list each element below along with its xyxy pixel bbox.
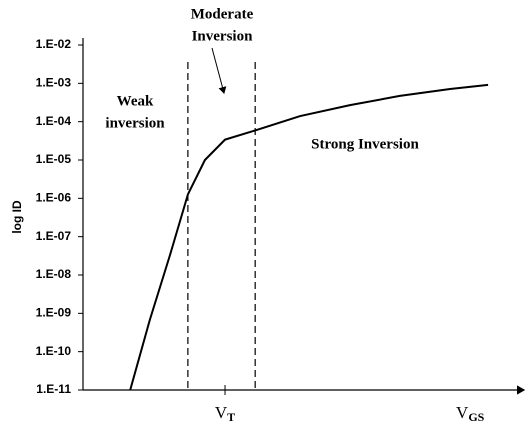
y-tick-label: 1.E-03 xyxy=(36,76,72,90)
annotation: Weak xyxy=(117,93,154,109)
x-axis-label-sub: GS xyxy=(468,410,484,424)
y-tick-label: 1.E-02 xyxy=(36,37,72,51)
annotation: Moderate xyxy=(191,6,254,22)
y-tick-label: 1.E-09 xyxy=(36,306,72,320)
x-tick-label: VT xyxy=(215,403,235,424)
y-tick-label: 1.E-05 xyxy=(36,152,72,166)
curve xyxy=(129,83,489,391)
y-tick-label: 1.E-08 xyxy=(36,267,72,281)
y-tick-label: 1.E-11 xyxy=(36,382,71,396)
y-tick-label: 1.E-10 xyxy=(36,344,72,358)
y-tick-label: 1.E-04 xyxy=(36,114,72,128)
annotation: inversion xyxy=(105,115,165,131)
y-tick-label: 1.E-07 xyxy=(36,229,72,243)
arrow xyxy=(211,47,227,94)
x-tick-label-sub: T xyxy=(227,410,235,424)
annotation: Inversion xyxy=(192,28,254,44)
x-axis-label: VGS xyxy=(456,403,485,424)
annotation: Strong Inversion xyxy=(311,136,419,152)
y-axis-label: log ID xyxy=(10,200,24,234)
y-tick-label: 1.E-06 xyxy=(36,191,72,205)
x-tick-label-main: V xyxy=(215,403,228,422)
x-axis-label-main: V xyxy=(456,403,469,422)
